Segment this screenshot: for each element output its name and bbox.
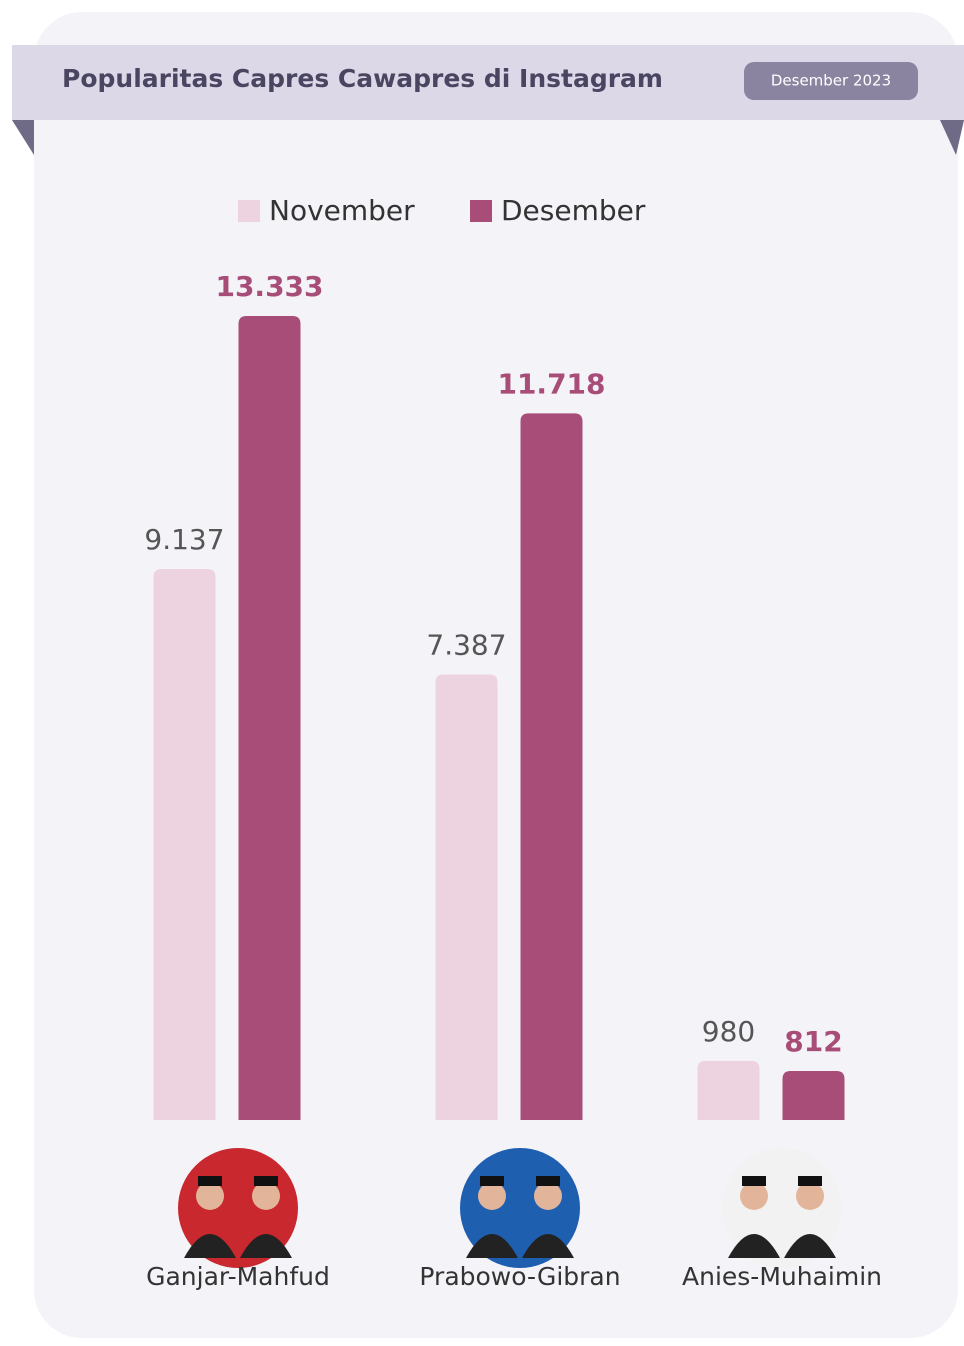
date-badge xyxy=(744,62,918,100)
x-tick-label: Prabowo-Gibran xyxy=(419,1262,620,1291)
value-label: 7.387 xyxy=(426,629,506,662)
value-label: 980 xyxy=(702,1015,755,1048)
value-label: 9.137 xyxy=(144,523,224,556)
candidate-cap xyxy=(198,1176,222,1186)
candidate-cap xyxy=(798,1176,822,1186)
legend-swatch xyxy=(470,200,492,222)
value-label: 13.333 xyxy=(215,270,323,303)
candidate-face xyxy=(196,1182,224,1210)
candidate-face xyxy=(740,1182,768,1210)
bar xyxy=(782,1071,845,1120)
candidate-cap xyxy=(254,1176,278,1186)
candidate-figure xyxy=(240,1234,292,1258)
ribbon-fold-right xyxy=(940,120,964,155)
candidate-face xyxy=(478,1182,506,1210)
bar xyxy=(238,316,301,1120)
legend-label: November xyxy=(269,194,415,227)
candidate-cap xyxy=(480,1176,504,1186)
date-label: Desember 2023 xyxy=(771,72,891,90)
bar xyxy=(435,674,498,1120)
value-label: 11.718 xyxy=(497,367,605,400)
value-label: 812 xyxy=(784,1025,842,1058)
candidate-face xyxy=(796,1182,824,1210)
bar xyxy=(153,569,216,1120)
x-tick-label: Ganjar-Mahfud xyxy=(146,1262,330,1291)
candidate-figure xyxy=(784,1234,836,1258)
candidate-cap xyxy=(536,1176,560,1186)
candidate-figure xyxy=(466,1234,518,1258)
candidate-figure xyxy=(522,1234,574,1258)
legend-label: Desember xyxy=(501,194,646,227)
ribbon-fold-left xyxy=(12,120,34,155)
chart-title: Popularitas Capres Cawapres di Instagram xyxy=(62,64,663,93)
bar xyxy=(697,1060,760,1120)
candidate-figure xyxy=(184,1234,236,1258)
bar xyxy=(520,413,583,1120)
candidate-face xyxy=(534,1182,562,1210)
legend-swatch xyxy=(238,200,260,222)
candidate-cap xyxy=(742,1176,766,1186)
x-tick-label: Anies-Muhaimin xyxy=(682,1262,882,1291)
candidate-figure xyxy=(728,1234,780,1258)
candidate-face xyxy=(252,1182,280,1210)
